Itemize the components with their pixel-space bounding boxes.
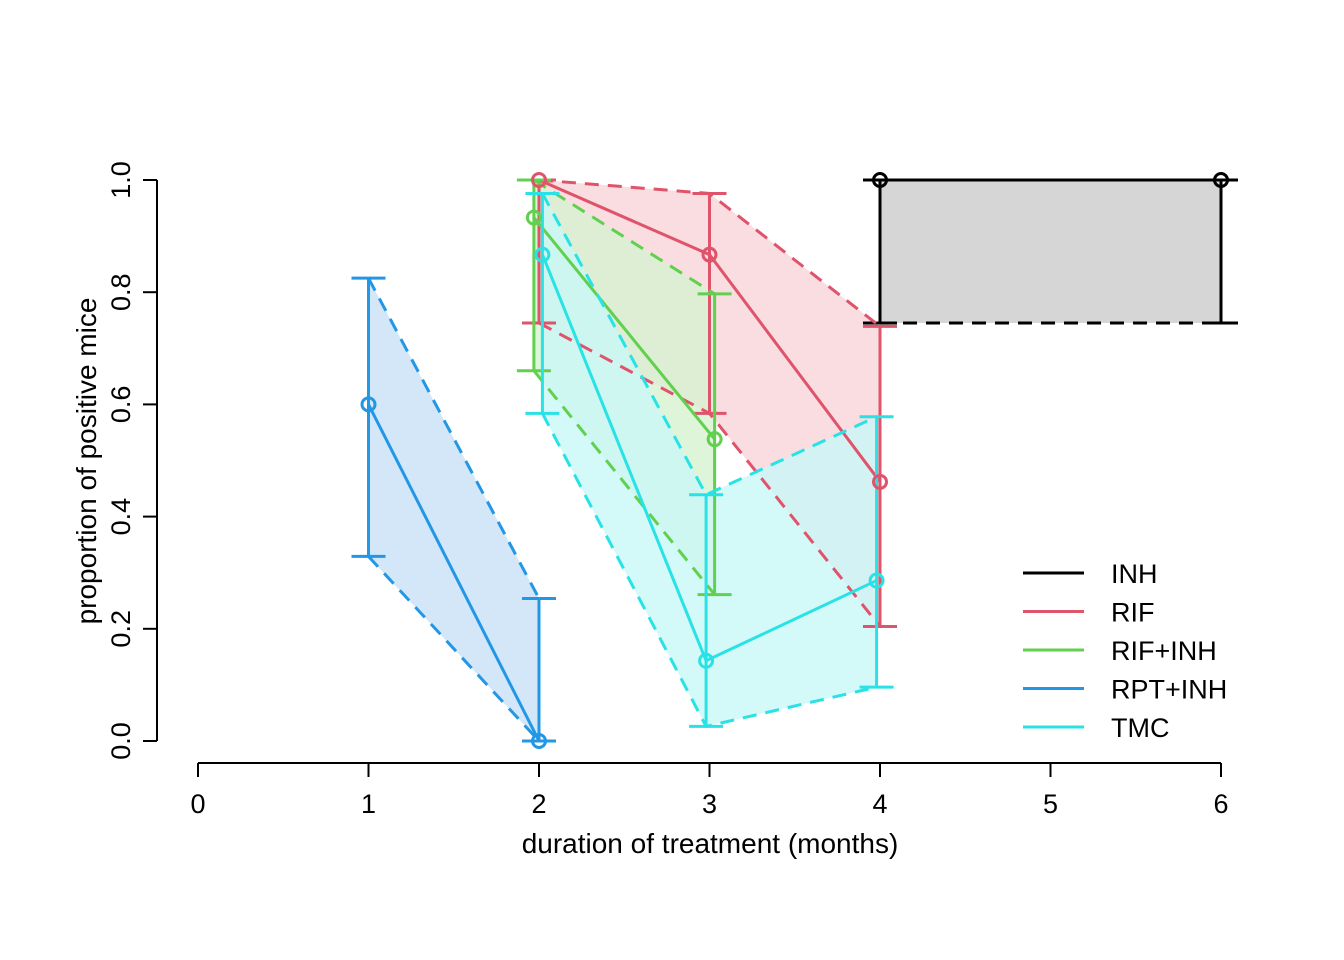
x-tick-label: 6	[1213, 789, 1228, 819]
data-point-tmc	[868, 572, 885, 589]
ci-band-inh	[880, 180, 1221, 324]
x-tick-label: 5	[1043, 789, 1058, 819]
legend: INH RIF RIF+INH RPT+INH TMC	[1023, 559, 1227, 743]
ci-band-tmc	[542, 193, 877, 727]
ci-band-rpt-inh	[368, 278, 539, 741]
data-point-rif	[872, 473, 888, 490]
axes: 0 1 2 3 4 5 6 0.0 0.2 0.4 0.6 0.8 1.0	[106, 161, 1229, 819]
data-point-rif-inh	[706, 431, 723, 448]
x-tick-label: 0	[190, 789, 205, 819]
data-point-rif-inh	[525, 209, 542, 226]
data-point-inh	[872, 172, 888, 188]
y-axis-title: proportion of positive mice	[71, 298, 102, 625]
legend-label-rif: RIF	[1111, 598, 1155, 628]
data-point-rpt-inh	[360, 396, 377, 413]
data-points	[360, 172, 1229, 749]
series-line-rpt-inh	[367, 403, 541, 742]
upper-bound-line-tmc	[541, 192, 878, 497]
legend-label-tmc: TMC	[1111, 713, 1169, 743]
series-line-rif-inh	[532, 216, 716, 441]
legend-label-inh: INH	[1111, 559, 1158, 589]
legend-label-rpt-inh: RPT+INH	[1111, 675, 1227, 705]
upper-bound-line-rpt-inh	[367, 277, 541, 600]
x-tick-label: 2	[531, 789, 546, 819]
series-line-tmc	[541, 254, 878, 663]
lower-bound-line-rpt-inh	[367, 555, 541, 743]
lower-bound-line-rif-inh	[532, 369, 716, 596]
series-line-rif	[538, 178, 882, 483]
x-tick-label: 3	[702, 789, 717, 819]
data-point-rpt-inh	[531, 733, 547, 749]
y-tick-label: 0.2	[106, 610, 136, 648]
x-tick-label: 1	[361, 789, 376, 819]
y-tick-label: 0.4	[106, 498, 136, 536]
legend-label-rif-inh: RIF+INH	[1111, 636, 1217, 666]
y-tick-label: 0.0	[106, 722, 136, 760]
data-point-inh	[1213, 172, 1229, 188]
data-point-tmc	[534, 246, 551, 263]
data-point-tmc	[698, 652, 715, 669]
x-axis-title: duration of treatment (months)	[522, 828, 899, 859]
data-point-rif	[531, 172, 547, 188]
data-point-rif	[701, 246, 718, 263]
y-tick-label: 1.0	[106, 161, 136, 199]
upper-bound-line-rif-inh	[533, 178, 716, 296]
y-tick-label: 0.6	[106, 386, 136, 424]
y-tick-label: 0.8	[106, 273, 136, 311]
x-tick-label: 4	[872, 789, 887, 819]
